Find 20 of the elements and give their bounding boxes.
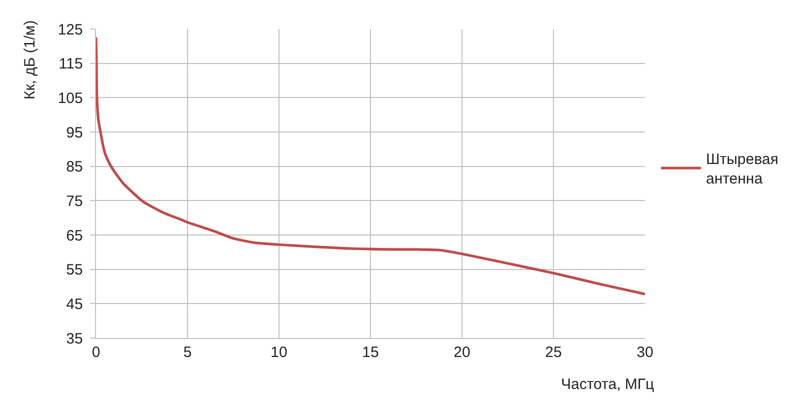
y-tick-label: 105	[58, 90, 83, 107]
x-tick-label: 0	[92, 344, 100, 362]
y-tick-label: 35	[66, 330, 83, 348]
x-tick-label: 25	[545, 344, 562, 362]
x-tick-label: 30	[636, 344, 654, 362]
y-tick-label: 95	[66, 124, 83, 142]
y-tick-label: 125	[58, 21, 83, 38]
y-tick-label: 115	[58, 56, 83, 73]
x-axis-title: Частота, МГц	[561, 376, 655, 393]
x-tick-label: 5	[183, 344, 192, 362]
y-tick-label: 85	[66, 158, 83, 176]
x-tick-label: 15	[362, 344, 379, 362]
y-tick-label: 45	[66, 296, 83, 313]
y-tick-label: 55	[66, 262, 83, 279]
x-tick-label: 10	[270, 344, 288, 362]
y-tick-label: 65	[66, 227, 83, 244]
y-axis-title: Кк, дБ (1/м)	[22, 20, 38, 100]
x-tick-label: 20	[454, 344, 470, 362]
y-tick-label: 75	[66, 192, 83, 210]
legend-label: Штыревая антенна	[706, 151, 778, 188]
